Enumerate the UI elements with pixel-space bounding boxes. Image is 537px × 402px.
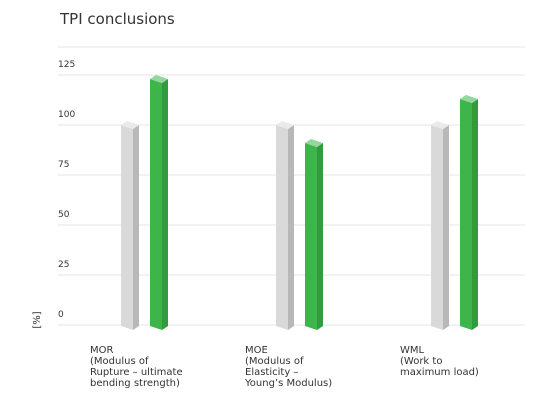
y-tick-label: 0	[58, 310, 64, 320]
bar	[276, 121, 294, 330]
bar-top	[431, 121, 449, 129]
bar-front	[121, 125, 133, 330]
x-tick-label: MOE (Modulus of Elasticity – Young’s Mod…	[245, 345, 333, 389]
bar-side	[472, 99, 478, 330]
bar-front	[150, 79, 162, 330]
y-tick-label: 25	[58, 260, 69, 270]
y-tick-label: 75	[58, 160, 69, 170]
bar-top	[121, 121, 139, 129]
bar-side	[317, 143, 323, 330]
bar-top	[276, 121, 294, 129]
bar-side	[162, 79, 168, 330]
bar	[121, 121, 139, 330]
bar-side	[443, 125, 449, 330]
bar	[150, 75, 168, 330]
chart-title: TPI conclusions	[59, 10, 175, 28]
y-tick-label: 50	[58, 210, 70, 220]
bar	[305, 139, 323, 330]
y-axis-label: [%]	[32, 311, 43, 328]
y-tick-label: 125	[58, 60, 75, 70]
bar	[460, 95, 478, 330]
bar-side	[133, 125, 139, 330]
bar-front	[431, 125, 443, 330]
y-tick-label: 100	[58, 110, 75, 120]
bar-top	[150, 75, 168, 83]
x-tick-label: MOR (Modulus of Rupture – ultimate bendi…	[90, 345, 183, 389]
bar-side	[288, 125, 294, 330]
bar-front	[276, 125, 288, 330]
bar-front	[460, 99, 472, 330]
bar-top	[460, 95, 478, 103]
bar-top	[305, 139, 323, 147]
x-tick-label: WML (Work to maximum load)	[400, 345, 479, 378]
bar	[431, 121, 449, 330]
bar-front	[305, 143, 317, 330]
